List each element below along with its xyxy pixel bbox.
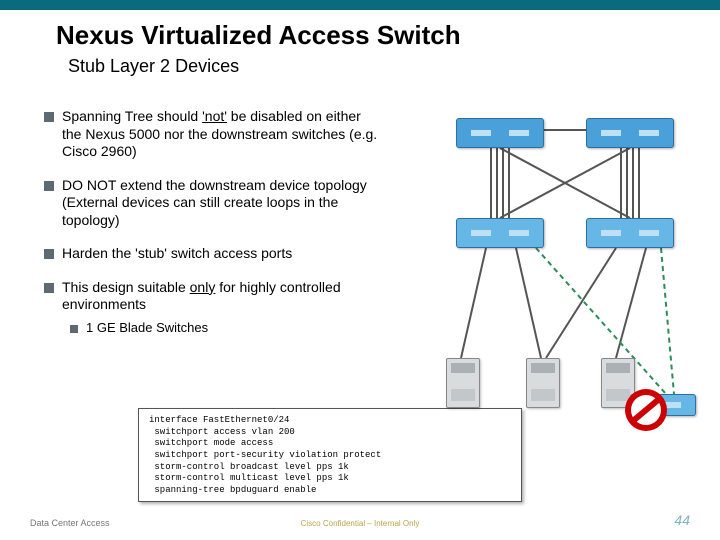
bullet-item: This design suitable only for highly con… [44, 279, 384, 314]
page-number: 44 [674, 512, 690, 528]
prohibit-icon [624, 388, 668, 432]
footer-confidential: Cisco Confidential – Internal Only [0, 519, 720, 528]
bullet-marker [70, 325, 78, 333]
sub-bullet-item: 1 GE Blade Switches [70, 320, 384, 336]
bullet-marker [44, 112, 54, 122]
slide-title: Nexus Virtualized Access Switch [56, 20, 461, 51]
bullet-item: Spanning Tree should 'not' be disabled o… [44, 108, 384, 161]
core-switch-icon [456, 118, 544, 148]
bullet-marker [44, 283, 54, 293]
bullet-marker [44, 249, 54, 259]
network-diagram [416, 108, 706, 488]
bullet-item: Harden the 'stub' switch access ports [44, 245, 384, 263]
access-switch-icon [456, 218, 544, 248]
bullet-list: Spanning Tree should 'not' be disabled o… [44, 108, 384, 336]
top-accent-bar [0, 0, 720, 10]
slide: Nexus Virtualized Access Switch Stub Lay… [0, 0, 720, 540]
access-switch-icon [586, 218, 674, 248]
server-icon [446, 358, 480, 408]
bullet-marker [44, 181, 54, 191]
bullet-item: DO NOT extend the downstream device topo… [44, 177, 384, 230]
server-icon [526, 358, 560, 408]
core-switch-icon [586, 118, 674, 148]
slide-subtitle: Stub Layer 2 Devices [68, 56, 239, 77]
